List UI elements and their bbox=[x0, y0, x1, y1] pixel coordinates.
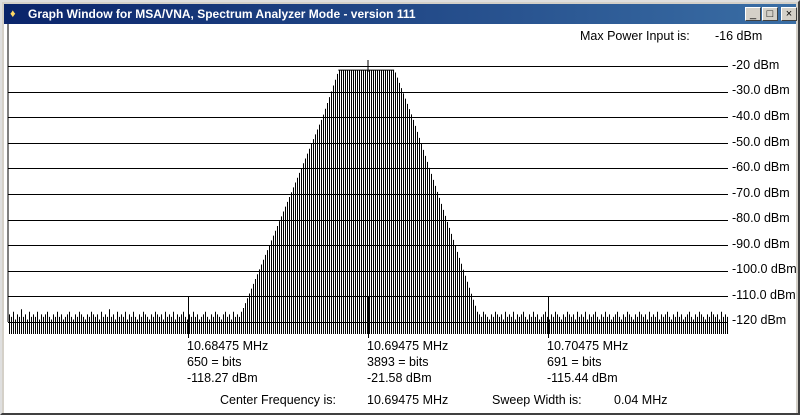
marker-right-power: -115.44 dBm bbox=[547, 371, 618, 385]
window-title: Graph Window for MSA/VNA, Spectrum Analy… bbox=[28, 7, 416, 21]
minimize-button[interactable]: _ bbox=[745, 7, 761, 21]
y-tick-label: -80.0 dBm bbox=[732, 211, 790, 225]
app-icon[interactable]: ♦ bbox=[10, 8, 16, 20]
marker-center-bits: 3893 = bits bbox=[367, 355, 429, 369]
graph-area[interactable]: Max Power Input is: -16 dBm -20 dBm -30.… bbox=[4, 24, 797, 413]
marker-left-bits: 650 = bits bbox=[187, 355, 242, 369]
marker-center-power: -21.58 dBm bbox=[367, 371, 432, 385]
sweep-width-label: Sweep Width is: bbox=[492, 393, 582, 407]
center-frequency-value: 10.69475 MHz bbox=[367, 393, 449, 407]
y-tick-label: -110.0 dBm bbox=[732, 288, 796, 302]
marker-right-freq: 10.70475 MHz bbox=[547, 339, 629, 353]
center-frequency-label: Center Frequency is: bbox=[220, 393, 337, 407]
y-tick-label: -70.0 dBm bbox=[732, 186, 790, 200]
y-tick-label: -40.0 dBm bbox=[732, 109, 790, 123]
sweep-width-value: 0.04 MHz bbox=[614, 393, 668, 407]
marker-left-power: -118.27 dBm bbox=[187, 371, 258, 385]
max-power-label: Max Power Input is: bbox=[580, 29, 690, 43]
marker-right-bits: 691 = bits bbox=[547, 355, 602, 369]
y-tick-label: -90.0 dBm bbox=[732, 237, 790, 251]
y-tick-label: -20 dBm bbox=[732, 58, 780, 72]
marker-left-freq: 10.68475 MHz bbox=[187, 339, 269, 353]
y-tick-label: -30.0 dBm bbox=[732, 83, 790, 97]
y-tick-label: -60.0 dBm bbox=[732, 160, 790, 174]
title-bar[interactable]: ♦ Graph Window for MSA/VNA, Spectrum Ana… bbox=[4, 4, 797, 24]
marker-center-freq: 10.69475 MHz bbox=[367, 339, 449, 353]
y-tick-label: -120 dBm bbox=[732, 313, 787, 327]
spectrum-plot bbox=[7, 24, 728, 338]
max-power-value: -16 dBm bbox=[715, 29, 763, 43]
maximize-button[interactable]: □ bbox=[762, 7, 778, 21]
y-tick-label: -100.0 dBm bbox=[732, 262, 797, 276]
close-button[interactable]: × bbox=[781, 7, 797, 21]
y-tick-label: -50.0 dBm bbox=[732, 135, 790, 149]
